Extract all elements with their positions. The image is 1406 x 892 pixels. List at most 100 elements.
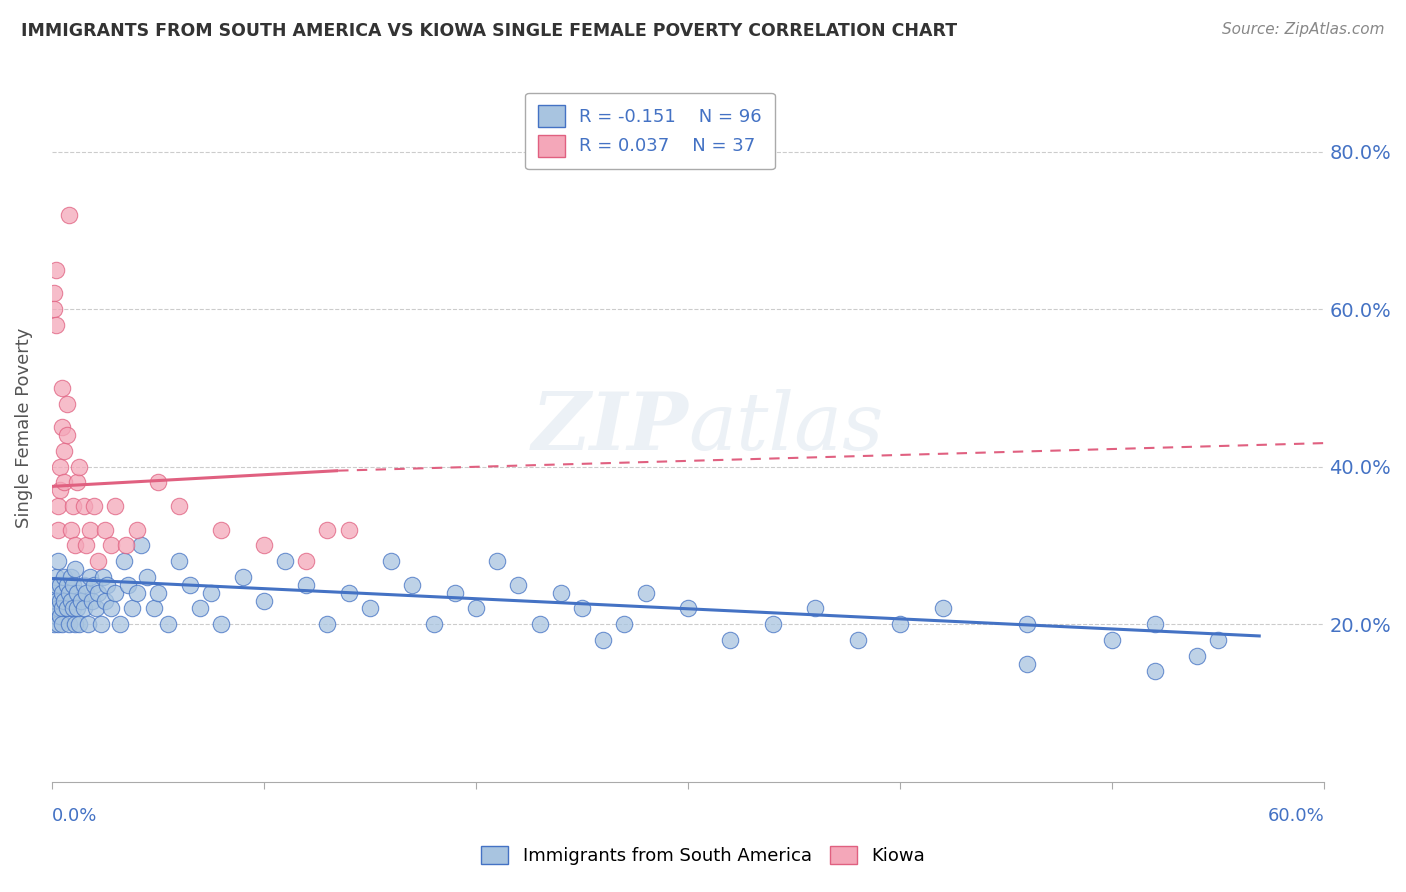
Point xyxy=(100,539,122,553)
Point xyxy=(62,499,84,513)
Point xyxy=(55,397,77,411)
Point xyxy=(1017,657,1039,671)
Point xyxy=(804,601,827,615)
Point xyxy=(51,585,73,599)
Point xyxy=(142,601,165,615)
Legend: Immigrants from South America, Kiowa: Immigrants from South America, Kiowa xyxy=(472,837,934,874)
Point xyxy=(59,523,82,537)
Point xyxy=(188,601,211,615)
Point xyxy=(274,554,297,568)
Point xyxy=(87,554,110,568)
Point xyxy=(63,562,86,576)
Point xyxy=(91,570,114,584)
Point xyxy=(46,554,69,568)
Point xyxy=(167,554,190,568)
Point xyxy=(46,499,69,513)
Point xyxy=(634,585,657,599)
Point xyxy=(846,632,869,647)
Point xyxy=(63,539,86,553)
Point xyxy=(45,318,67,332)
Point xyxy=(51,420,73,434)
Point xyxy=(67,459,90,474)
Point xyxy=(45,570,67,584)
Point xyxy=(66,601,89,615)
Point xyxy=(42,585,65,599)
Point xyxy=(42,286,65,301)
Point xyxy=(51,601,73,615)
Text: 0.0%: 0.0% xyxy=(52,806,97,825)
Point xyxy=(380,554,402,568)
Point xyxy=(75,585,97,599)
Point xyxy=(55,578,77,592)
Point xyxy=(443,585,465,599)
Point xyxy=(66,475,89,490)
Point xyxy=(1208,632,1230,647)
Point xyxy=(49,578,72,592)
Point xyxy=(59,593,82,607)
Point xyxy=(94,593,117,607)
Point xyxy=(146,585,169,599)
Point xyxy=(1017,617,1039,632)
Y-axis label: Single Female Poverty: Single Female Poverty xyxy=(15,327,32,527)
Point xyxy=(337,523,360,537)
Point xyxy=(42,302,65,317)
Point xyxy=(157,617,180,632)
Point xyxy=(112,554,135,568)
Point xyxy=(53,444,76,458)
Point xyxy=(83,499,105,513)
Point xyxy=(550,585,572,599)
Point xyxy=(1143,665,1166,679)
Point xyxy=(125,585,148,599)
Point xyxy=(45,578,67,592)
Point xyxy=(508,578,530,592)
Point xyxy=(63,617,86,632)
Point xyxy=(104,585,127,599)
Point xyxy=(55,601,77,615)
Point xyxy=(51,617,73,632)
Point xyxy=(136,570,159,584)
Point xyxy=(72,601,94,615)
Point xyxy=(108,617,131,632)
Point xyxy=(49,459,72,474)
Text: ZIP: ZIP xyxy=(531,389,688,467)
Point xyxy=(889,617,911,632)
Point xyxy=(79,570,101,584)
Point xyxy=(67,617,90,632)
Point xyxy=(46,523,69,537)
Point xyxy=(1143,617,1166,632)
Point xyxy=(592,632,614,647)
Point xyxy=(200,585,222,599)
Point xyxy=(613,617,636,632)
Point xyxy=(53,570,76,584)
Point xyxy=(49,593,72,607)
Point xyxy=(104,499,127,513)
Point xyxy=(58,585,80,599)
Point xyxy=(129,539,152,553)
Point xyxy=(676,601,699,615)
Point xyxy=(76,617,98,632)
Text: atlas: atlas xyxy=(688,389,883,467)
Point xyxy=(80,593,103,607)
Point xyxy=(83,578,105,592)
Point xyxy=(45,263,67,277)
Legend: R = -0.151    N = 96, R = 0.037    N = 37: R = -0.151 N = 96, R = 0.037 N = 37 xyxy=(526,93,775,169)
Point xyxy=(571,601,593,615)
Point xyxy=(209,617,232,632)
Point xyxy=(42,601,65,615)
Point xyxy=(529,617,551,632)
Point xyxy=(53,475,76,490)
Point xyxy=(53,593,76,607)
Point xyxy=(209,523,232,537)
Point xyxy=(720,632,742,647)
Point xyxy=(465,601,488,615)
Point xyxy=(94,523,117,537)
Point xyxy=(146,475,169,490)
Text: IMMIGRANTS FROM SOUTH AMERICA VS KIOWA SINGLE FEMALE POVERTY CORRELATION CHART: IMMIGRANTS FROM SOUTH AMERICA VS KIOWA S… xyxy=(21,22,957,40)
Point xyxy=(58,208,80,222)
Point xyxy=(70,593,93,607)
Point xyxy=(66,585,89,599)
Point xyxy=(486,554,509,568)
Point xyxy=(117,578,139,592)
Point xyxy=(59,570,82,584)
Point xyxy=(253,593,276,607)
